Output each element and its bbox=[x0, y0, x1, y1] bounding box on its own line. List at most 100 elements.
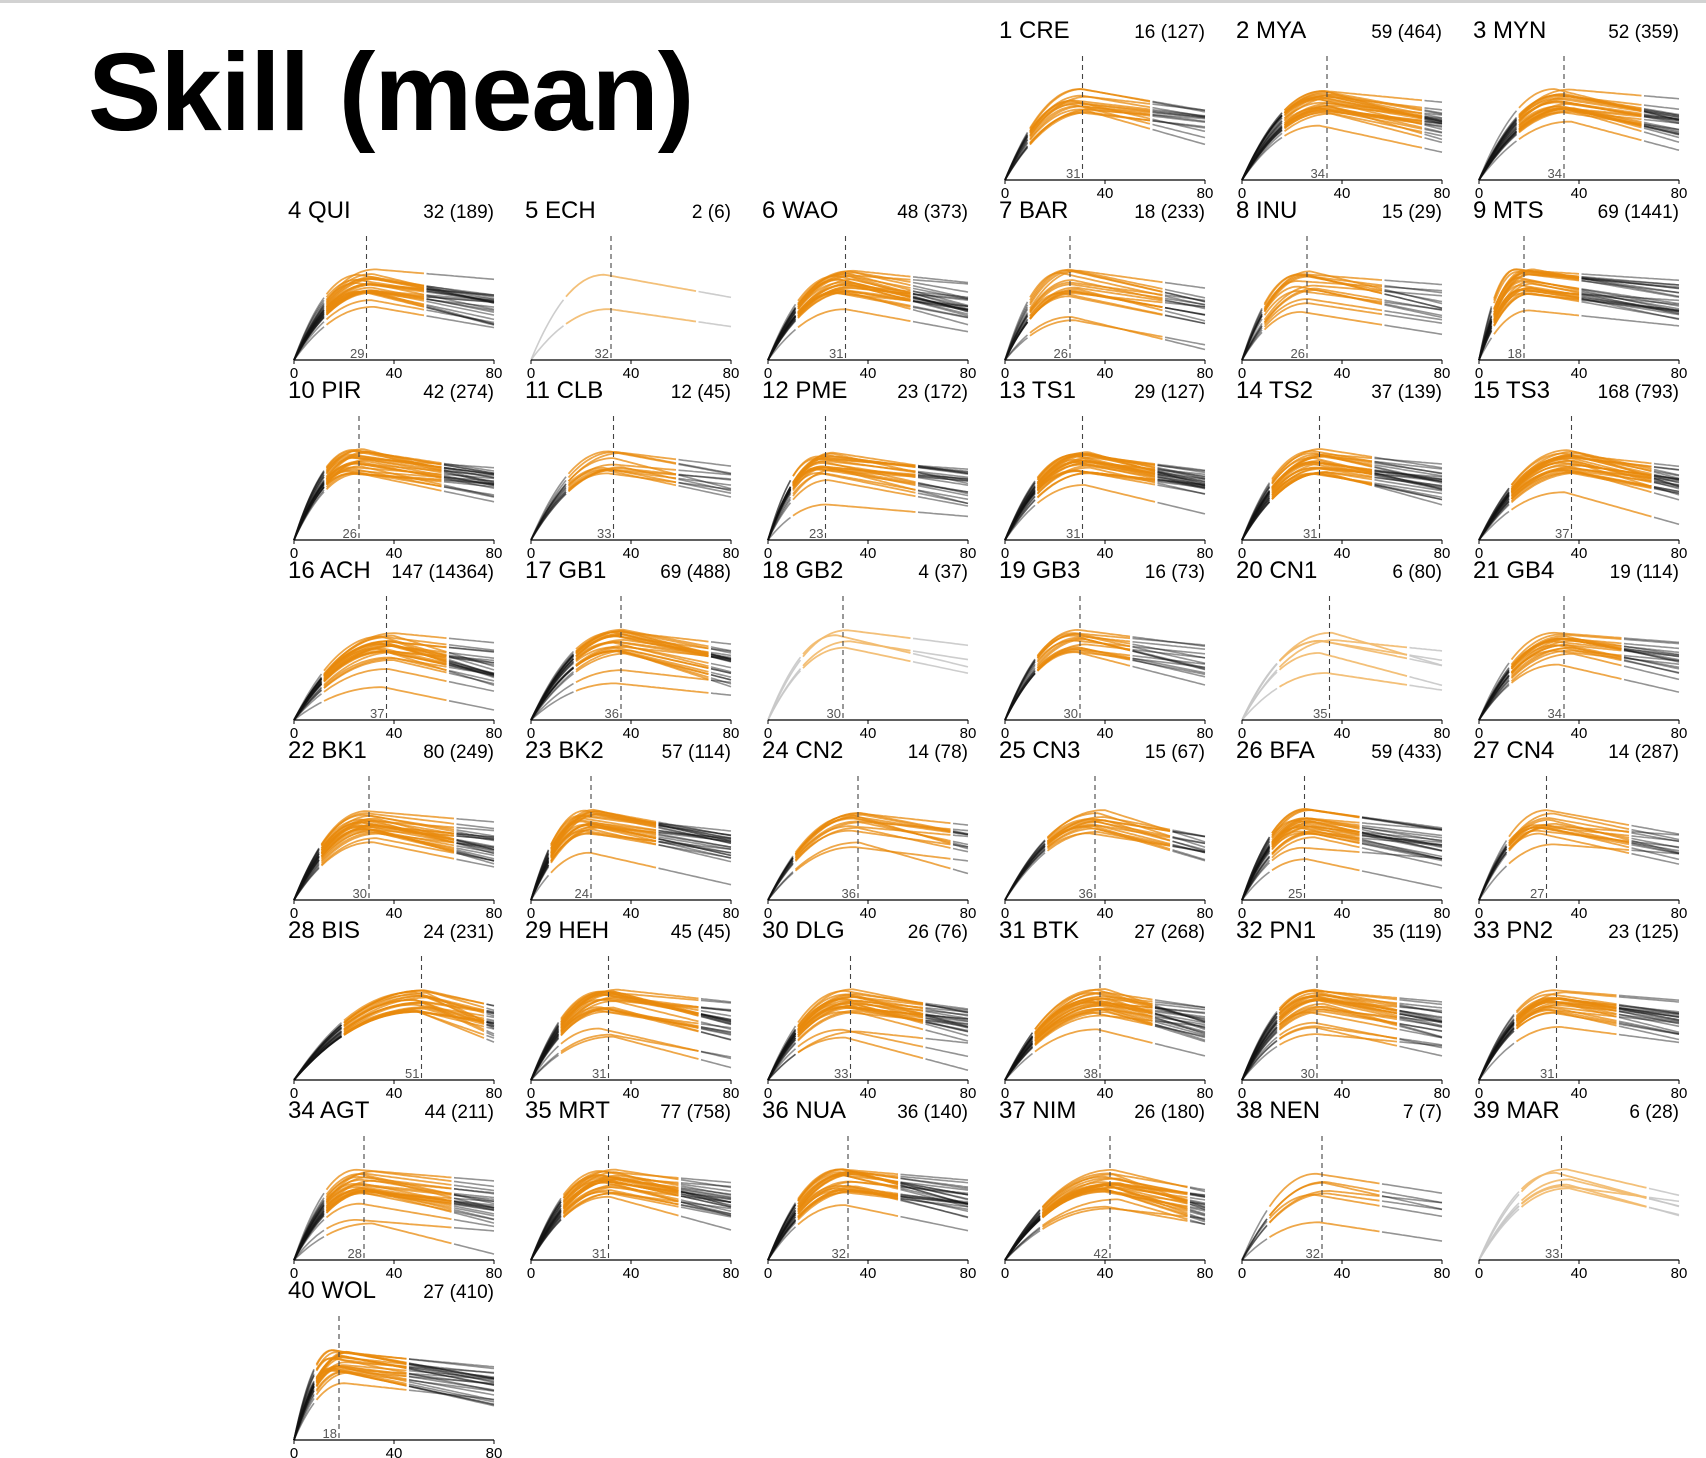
peak-label: 26 bbox=[1054, 346, 1068, 361]
series-curve bbox=[1478, 491, 1680, 541]
small-multiples-grid: 1 CRE 16 (127) 31 0 40 80 2 MYA 59 (464) 34 0 40 80… bbox=[288, 17, 1688, 1458]
panel-count: 59 (464) bbox=[1371, 22, 1442, 43]
series-curve bbox=[1004, 1004, 1206, 1081]
x-tick-label: 0 bbox=[1475, 1085, 1483, 1098]
x-tick-label: 40 bbox=[860, 1085, 877, 1098]
series-curve bbox=[767, 1028, 969, 1081]
series-curve bbox=[1004, 1028, 1206, 1081]
x-tick-label: 0 bbox=[527, 365, 535, 378]
x-tick-label: 0 bbox=[1238, 1085, 1246, 1098]
series-curve bbox=[767, 283, 969, 361]
x-tick-label: 0 bbox=[1475, 1265, 1483, 1278]
panel-pir: 10 PIR 42 (274) 26 0 40 80 bbox=[288, 377, 504, 558]
series-curve bbox=[1478, 817, 1680, 901]
panel-label: 15 TS3 bbox=[1473, 377, 1550, 404]
series-curve bbox=[293, 639, 495, 721]
series-curve bbox=[1004, 998, 1206, 1081]
panel-label: 16 ACH bbox=[288, 557, 371, 584]
series-curve bbox=[1004, 1198, 1206, 1261]
panel-plot: 31 0 40 80 bbox=[1475, 956, 1687, 1098]
x-tick-label: 80 bbox=[723, 1265, 740, 1278]
x-tick-label: 0 bbox=[290, 545, 298, 558]
series-curve bbox=[1004, 283, 1206, 361]
series-curve bbox=[530, 993, 732, 1081]
panel-count: 16 (73) bbox=[1144, 562, 1205, 583]
x-tick-label: 80 bbox=[960, 545, 977, 558]
x-tick-label: 80 bbox=[1671, 725, 1688, 738]
panel-count: 26 (180) bbox=[1134, 1102, 1205, 1123]
series-curve bbox=[1478, 470, 1680, 541]
x-tick-label: 0 bbox=[527, 905, 535, 918]
series-curve bbox=[1241, 93, 1443, 181]
series-curve bbox=[767, 988, 969, 1081]
x-tick-label: 40 bbox=[1571, 365, 1588, 378]
x-tick-label: 40 bbox=[386, 545, 403, 558]
series-curve bbox=[767, 816, 969, 901]
panel-count: 23 (125) bbox=[1608, 922, 1679, 943]
x-tick-label: 0 bbox=[290, 725, 298, 738]
series-curve bbox=[293, 455, 495, 541]
x-tick-label: 0 bbox=[290, 1445, 298, 1458]
panel-plot: 27 0 40 80 bbox=[1475, 776, 1687, 918]
series-curve bbox=[1478, 271, 1680, 361]
panel-plot: 32 0 40 80 bbox=[1238, 1136, 1450, 1278]
series-curve bbox=[293, 1222, 495, 1261]
series-curve bbox=[530, 652, 732, 721]
panel-count: 168 (793) bbox=[1597, 382, 1679, 403]
panel-mya: 2 MYA 59 (464) 34 0 40 80 bbox=[1236, 17, 1452, 198]
series-curve bbox=[530, 1177, 732, 1261]
series-curve bbox=[1241, 298, 1443, 361]
series-curve bbox=[1241, 808, 1443, 901]
x-tick-label: 40 bbox=[386, 725, 403, 738]
panel-count: 19 (114) bbox=[1609, 562, 1679, 583]
series-curve bbox=[1478, 826, 1680, 901]
series-curve bbox=[1004, 464, 1206, 541]
x-tick-label: 0 bbox=[527, 1085, 535, 1098]
series-curve bbox=[767, 479, 969, 541]
series-curve bbox=[530, 810, 732, 901]
panel-count: 35 (119) bbox=[1372, 922, 1442, 943]
series-curve bbox=[530, 649, 732, 721]
series-curve bbox=[1004, 470, 1206, 541]
series-curve bbox=[1241, 91, 1443, 181]
series-curve bbox=[767, 827, 969, 901]
panel-count: 15 (67) bbox=[1144, 742, 1205, 763]
peak-label: 34 bbox=[1548, 166, 1562, 181]
x-tick-label: 40 bbox=[1334, 185, 1351, 198]
series-curve bbox=[530, 1186, 732, 1261]
x-tick-label: 0 bbox=[764, 725, 772, 738]
peak-label: 25 bbox=[1288, 886, 1302, 901]
series-curve bbox=[1478, 644, 1680, 721]
peak-label: 18 bbox=[323, 1426, 337, 1441]
x-tick-label: 80 bbox=[1671, 1265, 1688, 1278]
series-curve bbox=[1478, 110, 1680, 181]
x-tick-label: 40 bbox=[386, 1085, 403, 1098]
series-curve bbox=[530, 826, 732, 901]
series-curve bbox=[1004, 827, 1206, 901]
panel-count: 14 (78) bbox=[907, 742, 968, 763]
panel-mrt: 35 MRT 77 (758) 31 0 40 80 bbox=[525, 1097, 741, 1278]
series-curve bbox=[293, 995, 495, 1081]
x-tick-label: 0 bbox=[1475, 185, 1483, 198]
panel-label: 9 MTS bbox=[1473, 197, 1544, 224]
peak-label: 32 bbox=[832, 1246, 846, 1261]
series-curve bbox=[1478, 449, 1680, 541]
peak-label: 28 bbox=[348, 1246, 362, 1261]
series-curve bbox=[1241, 1180, 1443, 1261]
peak-label: 30 bbox=[1064, 706, 1078, 721]
series-curve bbox=[1004, 108, 1206, 181]
series-curve bbox=[1241, 287, 1443, 361]
peak-label: 35 bbox=[1313, 706, 1327, 721]
series-curve bbox=[1004, 633, 1206, 721]
series-curve bbox=[1004, 643, 1206, 721]
panel-plot: 34 0 40 80 bbox=[1475, 596, 1688, 738]
series-curve bbox=[293, 273, 495, 361]
x-tick-label: 40 bbox=[1097, 725, 1114, 738]
series-curve bbox=[1241, 112, 1443, 181]
panel-plot: 36 0 40 80 bbox=[527, 596, 739, 738]
x-tick-label: 40 bbox=[860, 725, 877, 738]
series-curve bbox=[530, 466, 732, 541]
panel-plot: 26 0 40 80 bbox=[290, 416, 502, 558]
x-tick-label: 80 bbox=[1671, 185, 1688, 198]
x-tick-label: 0 bbox=[1001, 365, 1009, 378]
